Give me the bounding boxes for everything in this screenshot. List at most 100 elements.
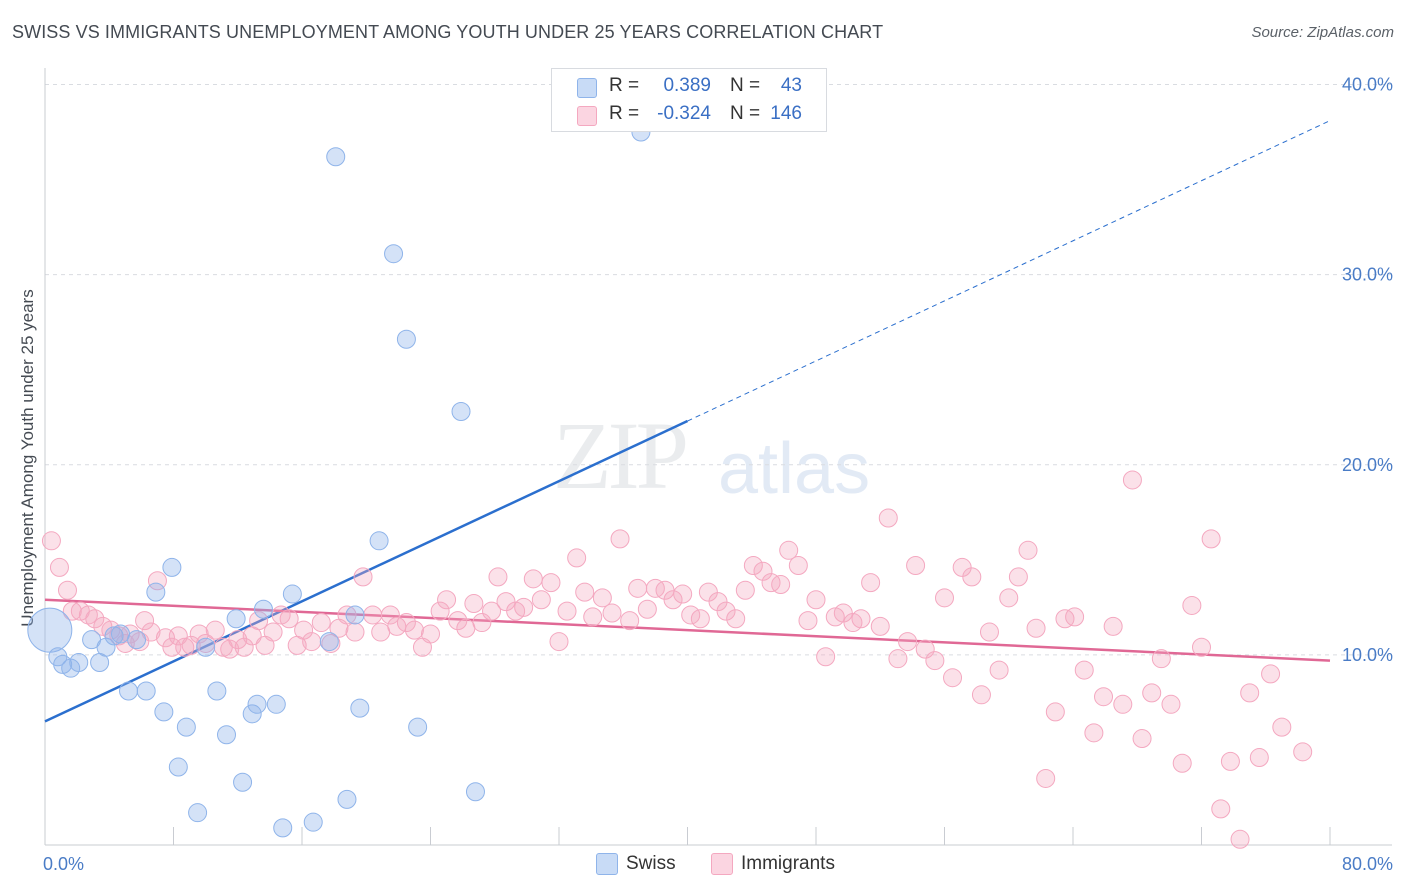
immigrants-point: [1182, 595, 1202, 615]
swiss-point: [207, 681, 227, 701]
immigrants-point: [575, 582, 595, 602]
immigrants-point: [115, 633, 135, 653]
immigrants-point: [761, 573, 781, 593]
swiss-point: [247, 694, 267, 714]
swiss-point: [303, 812, 323, 832]
swiss-point: [369, 531, 389, 551]
y-tick-label: 20.0%: [1342, 455, 1393, 475]
legend-row-swiss: R = 0.389 N = 43: [552, 73, 826, 101]
legend-r-label: R =: [609, 103, 640, 124]
immigrants-point: [806, 590, 826, 610]
immigrants-point: [396, 613, 416, 633]
swiss-point: [27, 607, 73, 653]
immigrants-point: [1084, 723, 1104, 743]
swiss-point: [451, 402, 471, 422]
immigrants-point: [1240, 683, 1260, 703]
immigrants-point: [1230, 829, 1250, 849]
immigrants-point: [753, 561, 773, 581]
swiss-swatch-icon: [577, 78, 597, 98]
immigrants-point: [228, 630, 248, 650]
immigrants-point: [1132, 729, 1152, 749]
immigrants-point: [302, 632, 322, 652]
chart-title: SWISS VS IMMIGRANTS UNEMPLOYMENT AMONG Y…: [12, 22, 884, 42]
source-label: Source: ZipAtlas.com: [1251, 24, 1394, 41]
immigrants-point: [628, 578, 648, 598]
immigrants-point: [1018, 540, 1038, 560]
immigrants-point: [130, 632, 150, 652]
immigrants-point: [337, 605, 357, 625]
immigrants-point: [878, 508, 898, 528]
swiss-point: [253, 599, 273, 619]
legend-label-swiss: Swiss: [626, 853, 676, 874]
immigrants-point: [514, 597, 534, 617]
immigrants-point: [549, 632, 569, 652]
immigrants-points: [41, 470, 1313, 849]
immigrants-point: [925, 651, 945, 671]
immigrants-point: [294, 620, 314, 640]
swiss-point: [154, 702, 174, 722]
immigrants-point: [531, 590, 551, 610]
immigrants-point: [971, 685, 991, 705]
immigrants-point: [62, 601, 82, 621]
immigrants-point: [1008, 567, 1028, 587]
immigrants-point: [135, 611, 155, 631]
immigrants-point: [464, 594, 484, 614]
swiss-point: [136, 681, 156, 701]
immigrants-point: [249, 611, 269, 631]
swiss-point: [146, 582, 166, 602]
swiss-point: [217, 725, 237, 745]
swiss-point: [127, 630, 147, 650]
immigrants-point: [421, 624, 440, 644]
swiss-point: [242, 704, 262, 724]
immigrants-point: [1045, 702, 1065, 722]
immigrants-point: [816, 647, 836, 667]
immigrants-point: [1074, 660, 1094, 680]
immigrants-point: [1220, 751, 1240, 771]
immigrants-point: [645, 578, 665, 598]
y-tick-label: 10.0%: [1342, 645, 1393, 665]
immigrants-point: [798, 611, 818, 631]
grid-lines: [45, 84, 1392, 656]
x-tick-label: 80.0%: [1342, 854, 1393, 874]
immigrants-point: [404, 620, 424, 640]
immigrants-point: [1249, 748, 1269, 768]
immigrants-point: [1142, 683, 1162, 703]
watermark-atlas: atlas: [718, 429, 871, 509]
immigrants-point: [637, 599, 657, 619]
immigrants-point: [205, 620, 225, 640]
immigrants-point: [1103, 616, 1123, 636]
legend-label-immigrants: Immigrants: [741, 853, 835, 874]
swiss-point: [69, 652, 89, 672]
immigrants-point: [690, 609, 710, 629]
immigrants-point: [85, 609, 105, 629]
immigrants-point: [833, 603, 853, 623]
immigrants-point: [49, 557, 69, 577]
immigrants-point: [482, 601, 502, 621]
immigrants-point: [935, 588, 954, 608]
immigrants-point: [220, 639, 240, 659]
immigrants-point: [1172, 753, 1192, 773]
swiss-point: [162, 557, 182, 577]
immigrants-point: [906, 556, 926, 576]
y-tick-label: 30.0%: [1342, 265, 1393, 285]
immigrants-point: [952, 557, 972, 577]
axes: [44, 68, 1392, 846]
x-tick-label: 0.0%: [43, 854, 84, 874]
immigrants-point: [698, 582, 718, 602]
watermark-zip: ZIP: [553, 402, 689, 509]
immigrants-point: [708, 592, 728, 612]
immigrants-point: [1192, 637, 1211, 657]
immigrants-point: [263, 622, 283, 642]
immigrants-point: [743, 556, 763, 576]
y-tick-label: 40.0%: [1342, 75, 1393, 95]
tick-labels: 10.0% 20.0% 30.0% 40.0% 0.0% 80.0%: [43, 75, 1393, 874]
immigrants-point: [234, 637, 254, 657]
swiss-point: [350, 698, 370, 718]
immigrants-point: [41, 531, 61, 551]
immigrants-point: [989, 660, 1009, 680]
immigrants-point: [496, 592, 516, 612]
immigrants-point: [1094, 687, 1114, 707]
immigrants-point: [1055, 609, 1075, 629]
swiss-point: [396, 329, 416, 349]
immigrants-point: [851, 609, 871, 629]
